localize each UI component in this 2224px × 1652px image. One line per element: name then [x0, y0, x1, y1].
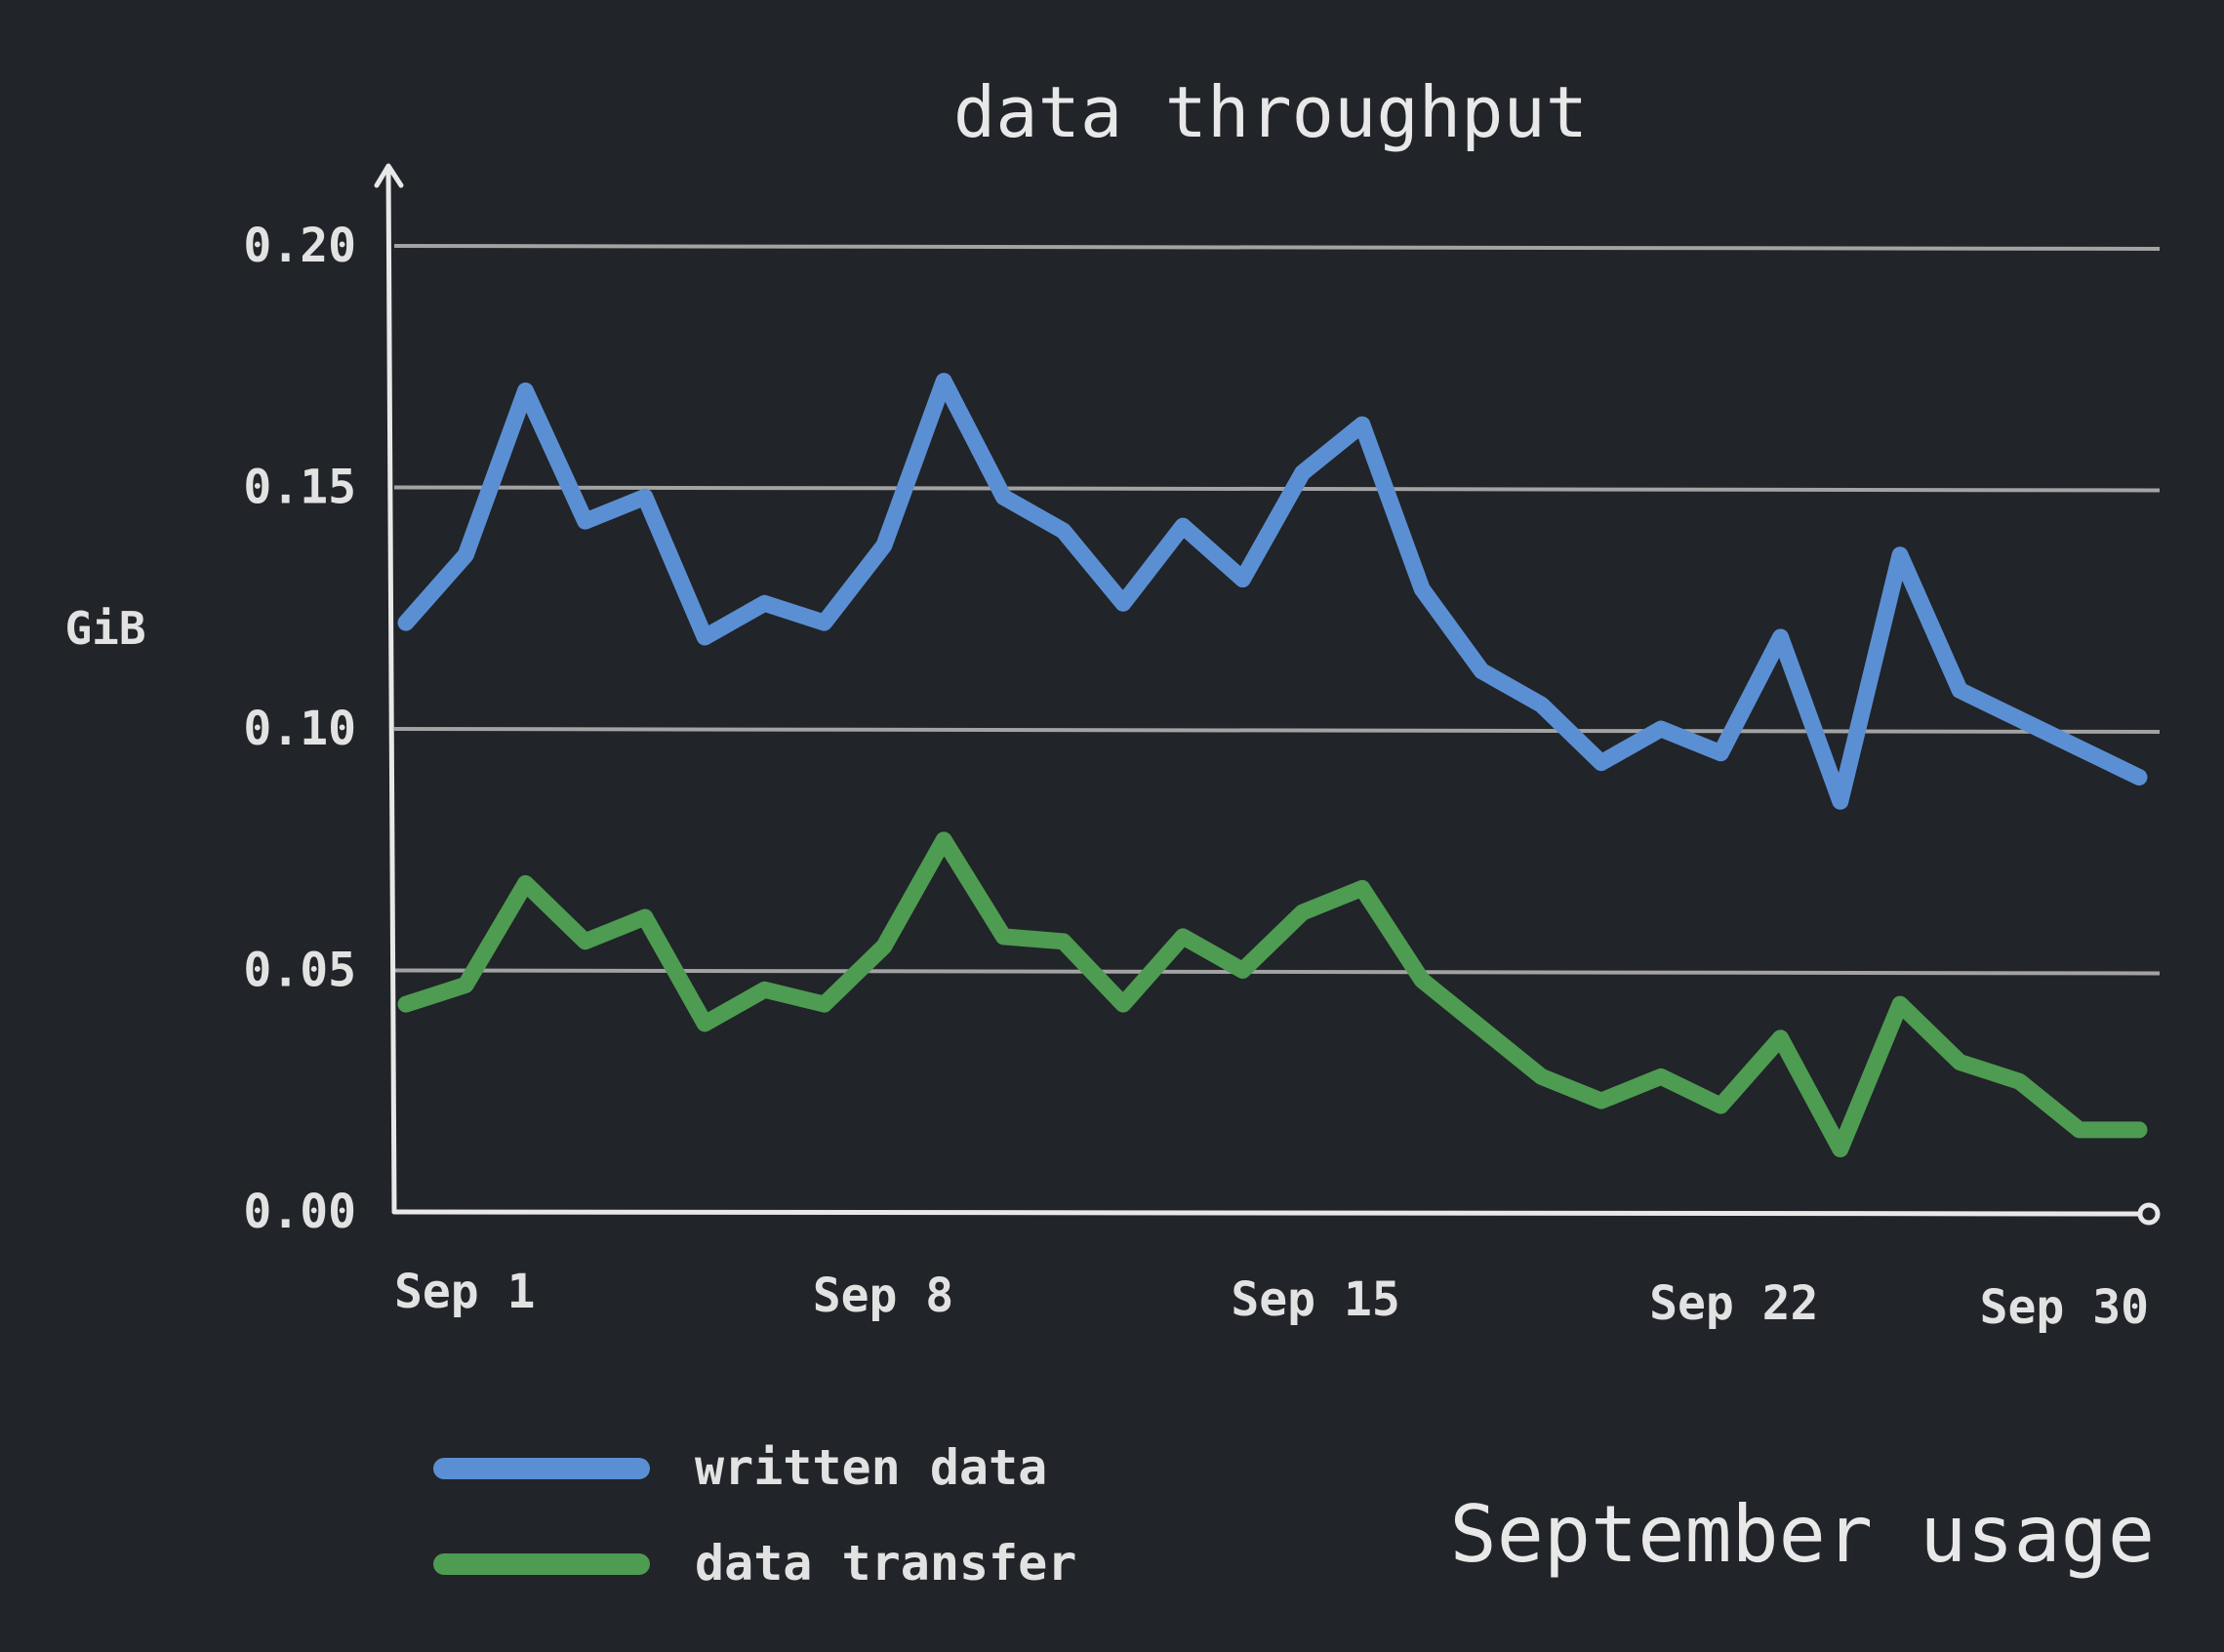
y-tick-label: 0.05 [243, 944, 356, 998]
y-axis-label: GiB [64, 602, 145, 655]
chart-title: data throughput [953, 71, 1588, 153]
y-tick-label: 0.00 [243, 1185, 356, 1239]
gridline [393, 244, 2161, 251]
y-tick-label: 0.10 [243, 702, 356, 756]
y-axis-arrow-icon [374, 163, 404, 188]
legend: written data data transfer [433, 1439, 1076, 1592]
y-tick-label: 0.15 [243, 461, 356, 515]
legend-label: data transfer [695, 1535, 1076, 1592]
y-tick-labels: 0.00 0.05 0.10 0.15 0.20 [243, 219, 356, 1239]
x-tick-label: Sep 15 [1231, 1272, 1399, 1327]
axes [374, 163, 2161, 1226]
x-axis-end-icon [2137, 1202, 2161, 1226]
y-axis [385, 165, 397, 1215]
x-tick-label: Sep 22 [1649, 1276, 1818, 1331]
series-line-1 [397, 373, 2148, 810]
series-lines [397, 373, 2148, 1158]
x-tick-label: Sep 30 [1980, 1280, 2149, 1335]
gridline [393, 727, 2161, 734]
gridline [393, 485, 2161, 493]
x-tick-labels: Sep 1 Sep 8 Sep 15 Sep 22 Sep 30 [394, 1265, 2149, 1335]
gridline [393, 968, 2161, 976]
series-line-2 [397, 831, 2148, 1158]
x-axis [391, 1209, 2142, 1217]
legend-label: written data [695, 1439, 1047, 1496]
chart-subtitle: September usage [1450, 1489, 2155, 1580]
y-tick-label: 0.20 [243, 219, 356, 273]
x-tick-label: Sep 8 [813, 1269, 954, 1323]
x-tick-label: Sep 1 [394, 1265, 536, 1319]
